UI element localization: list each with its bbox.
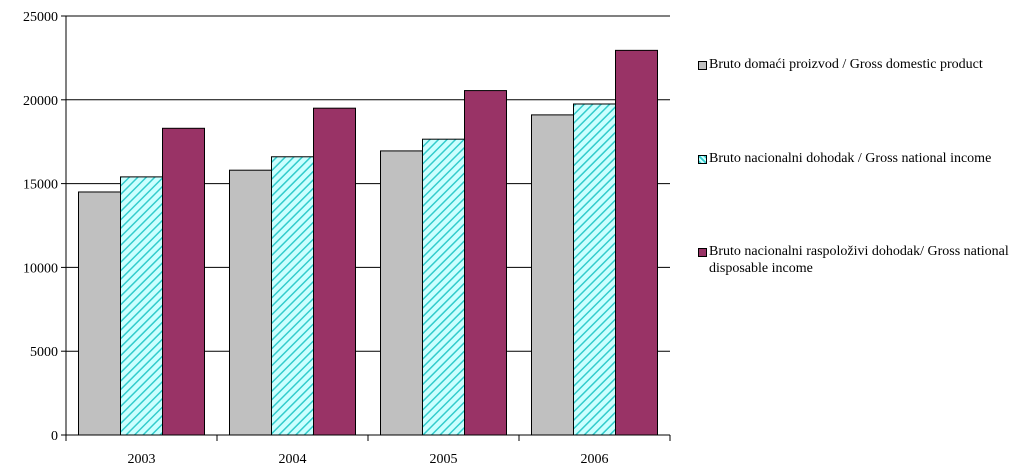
bar-series-1-2005 — [380, 150, 423, 436]
bar-series-2-2004 — [271, 156, 314, 436]
bar-series-1-2004 — [229, 169, 272, 436]
bar-series-2-2003 — [120, 176, 163, 436]
legend-item-gdp: Bruto domaći proizvod / Gross domestic p… — [698, 56, 1034, 73]
legend-label-gni: Bruto nacionalni dohodak / Gross nationa… — [709, 151, 992, 166]
x-tick-label: 2006 — [581, 452, 609, 467]
bar-series-2-2006 — [573, 103, 616, 436]
y-tick-label: 10000 — [23, 261, 58, 276]
y-tick-label: 15000 — [23, 178, 58, 193]
bar-series-1-2006 — [531, 114, 574, 436]
legend: Bruto domaći proizvod / Gross domestic p… — [698, 0, 1036, 474]
y-tick-label: 25000 — [23, 10, 58, 25]
bar-series-3-2005 — [464, 90, 507, 436]
bar-series-3-2003 — [162, 127, 205, 436]
bar-series-3-2006 — [615, 49, 658, 436]
legend-swatch-gdp — [698, 61, 707, 70]
bar-series-3-2004 — [313, 107, 356, 436]
y-tick-label: 20000 — [23, 94, 58, 109]
x-tick-label: 2003 — [128, 452, 156, 467]
x-tick-label: 2005 — [430, 452, 458, 467]
legend-swatch-gndi — [698, 248, 707, 257]
legend-swatch-gni — [698, 155, 707, 164]
y-tick-label: 0 — [51, 429, 58, 444]
bar-series-1-2003 — [78, 191, 121, 436]
legend-item-gni: Bruto nacionalni dohodak / Gross nationa… — [698, 150, 1034, 167]
y-tick-label: 5000 — [30, 345, 58, 360]
bar-series-2-2005 — [422, 138, 465, 436]
x-tick-label: 2004 — [279, 452, 307, 467]
bar-chart: 0 5000 10000 15000 20000 25000 2003 2004 2005 200… — [23, 10, 671, 467]
legend-item-gndi: Bruto nacionalni raspoloživi dohodak/ Gr… — [698, 243, 1034, 277]
legend-label-gndi: Bruto nacionalni raspoloživi dohodak/ Gr… — [709, 244, 1009, 276]
legend-label-gdp: Bruto domaći proizvod / Gross domestic p… — [709, 57, 983, 72]
